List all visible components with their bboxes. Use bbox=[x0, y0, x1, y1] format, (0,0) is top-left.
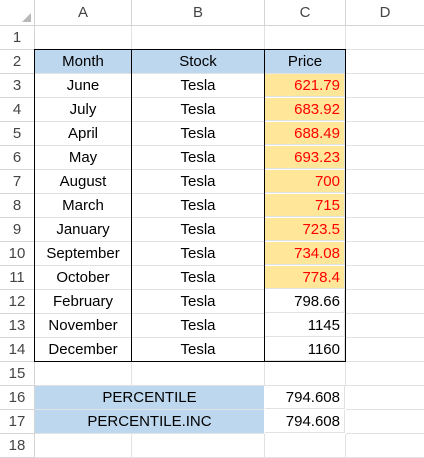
table-cell-price-highlighted[interactable]: 715 bbox=[265, 194, 345, 217]
empty-cell[interactable] bbox=[346, 434, 424, 458]
row-header-5[interactable]: 5 bbox=[0, 122, 35, 146]
table-cell-month[interactable]: November bbox=[35, 314, 132, 338]
empty-cell[interactable] bbox=[346, 50, 424, 74]
table-cell-stock[interactable]: Tesla bbox=[132, 338, 265, 362]
table-cell-stock[interactable]: Tesla bbox=[132, 218, 265, 242]
column-header-d[interactable]: D bbox=[346, 0, 424, 26]
table-cell-stock[interactable]: Tesla bbox=[132, 242, 265, 266]
table-cell-stock[interactable]: Tesla bbox=[132, 170, 265, 194]
empty-cell[interactable] bbox=[346, 386, 424, 410]
row-header-15[interactable]: 15 bbox=[0, 362, 35, 386]
table-cell-month[interactable]: April bbox=[35, 122, 132, 146]
result-label[interactable]: PERCENTILE bbox=[35, 386, 265, 410]
row-header-3[interactable]: 3 bbox=[0, 74, 35, 98]
table-cell-month[interactable]: March bbox=[35, 194, 132, 218]
column-header-row: A B C D bbox=[0, 0, 424, 26]
result-value[interactable]: 794.608 bbox=[265, 410, 345, 433]
empty-cell[interactable] bbox=[346, 410, 424, 434]
result-value[interactable]: 794.608 bbox=[265, 386, 345, 409]
table-cell-price-highlighted[interactable]: 723.5 bbox=[265, 218, 345, 241]
table-cell-price[interactable]: 1145 bbox=[265, 314, 345, 337]
row-header-8[interactable]: 8 bbox=[0, 194, 35, 218]
empty-cell[interactable] bbox=[346, 218, 424, 242]
row-header-11[interactable]: 11 bbox=[0, 266, 35, 290]
column-header-a[interactable]: A bbox=[35, 0, 132, 26]
table-cell-month[interactable]: February bbox=[35, 290, 132, 314]
table-cell-stock[interactable]: Tesla bbox=[132, 290, 265, 314]
result-label[interactable]: PERCENTILE.INC bbox=[35, 410, 265, 434]
empty-cell[interactable] bbox=[132, 26, 265, 50]
table-cell-price-highlighted[interactable]: 700 bbox=[265, 170, 345, 193]
table-cell-price-highlighted[interactable]: 688.49 bbox=[265, 122, 345, 145]
empty-cell[interactable] bbox=[35, 434, 132, 458]
row-header-7[interactable]: 7 bbox=[0, 170, 35, 194]
table-cell-stock[interactable]: Tesla bbox=[132, 266, 265, 290]
empty-cell[interactable] bbox=[346, 98, 424, 122]
table-cell-month[interactable]: June bbox=[35, 74, 132, 98]
empty-cell[interactable] bbox=[132, 434, 265, 458]
empty-cell[interactable] bbox=[346, 26, 424, 50]
table-cell-price[interactable]: 1160 bbox=[265, 338, 345, 361]
empty-cell[interactable] bbox=[346, 122, 424, 146]
row-header-2[interactable]: 2 bbox=[0, 50, 35, 74]
table-cell-month[interactable]: July bbox=[35, 98, 132, 122]
header-cell-month[interactable]: Month bbox=[35, 50, 132, 74]
table-cell-month[interactable]: May bbox=[35, 146, 132, 170]
empty-cell[interactable] bbox=[346, 290, 424, 314]
row-header-4[interactable]: 4 bbox=[0, 98, 35, 122]
table-cell-price[interactable]: 798.66 bbox=[265, 290, 345, 313]
table-cell-month[interactable]: August bbox=[35, 170, 132, 194]
table-cell-month[interactable]: October bbox=[35, 266, 132, 290]
empty-cell[interactable] bbox=[346, 242, 424, 266]
empty-cell[interactable] bbox=[35, 362, 132, 386]
table-cell-price-highlighted[interactable]: 621.79 bbox=[265, 74, 345, 97]
column-header-b[interactable]: B bbox=[132, 0, 265, 26]
empty-cell[interactable] bbox=[265, 362, 346, 386]
empty-cell[interactable] bbox=[346, 74, 424, 98]
table-cell-month[interactable]: January bbox=[35, 218, 132, 242]
row-header-9[interactable]: 9 bbox=[0, 218, 35, 242]
row-header-17[interactable]: 17 bbox=[0, 410, 35, 434]
table-cell-price-highlighted[interactable]: 683.92 bbox=[265, 98, 345, 121]
empty-cell[interactable] bbox=[265, 26, 346, 50]
empty-cell[interactable] bbox=[346, 194, 424, 218]
table-cell-stock[interactable]: Tesla bbox=[132, 98, 265, 122]
empty-cell[interactable] bbox=[346, 314, 424, 338]
empty-cell[interactable] bbox=[346, 362, 424, 386]
table-cell-stock[interactable]: Tesla bbox=[132, 122, 265, 146]
row-header-13[interactable]: 13 bbox=[0, 314, 35, 338]
row-header-18[interactable]: 18 bbox=[0, 434, 35, 458]
row-header-10[interactable]: 10 bbox=[0, 242, 35, 266]
table-cell-stock[interactable]: Tesla bbox=[132, 74, 265, 98]
empty-cell[interactable] bbox=[265, 434, 346, 458]
empty-cell[interactable] bbox=[346, 170, 424, 194]
table-cell-month[interactable]: December bbox=[35, 338, 132, 362]
table-cell-stock[interactable]: Tesla bbox=[132, 146, 265, 170]
header-cell-price[interactable]: Price bbox=[265, 50, 346, 74]
row-header-6[interactable]: 6 bbox=[0, 146, 35, 170]
row-header-16[interactable]: 16 bbox=[0, 386, 35, 410]
row-header-14[interactable]: 14 bbox=[0, 338, 35, 362]
empty-cell[interactable] bbox=[132, 362, 265, 386]
table-cell-stock[interactable]: Tesla bbox=[132, 314, 265, 338]
table-cell-price-highlighted[interactable]: 778.4 bbox=[265, 266, 345, 289]
row-header-12[interactable]: 12 bbox=[0, 290, 35, 314]
column-header-c[interactable]: C bbox=[265, 0, 346, 26]
empty-cell[interactable] bbox=[35, 26, 132, 50]
table-cell-month[interactable]: September bbox=[35, 242, 132, 266]
header-cell-stock[interactable]: Stock bbox=[132, 50, 265, 74]
empty-cell[interactable] bbox=[346, 146, 424, 170]
table-cell-price-highlighted[interactable]: 734.08 bbox=[265, 242, 345, 265]
table-cell-stock[interactable]: Tesla bbox=[132, 194, 265, 218]
empty-cell[interactable] bbox=[346, 338, 424, 362]
row-header-1[interactable]: 1 bbox=[0, 26, 35, 50]
select-all-corner[interactable] bbox=[0, 0, 35, 26]
empty-cell[interactable] bbox=[346, 266, 424, 290]
table-cell-price-highlighted[interactable]: 693.23 bbox=[265, 146, 345, 169]
